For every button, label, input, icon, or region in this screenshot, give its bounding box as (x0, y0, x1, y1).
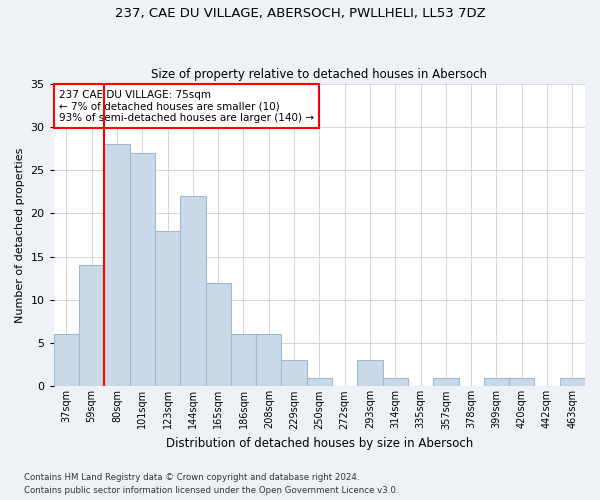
Bar (358, 360, 383, 386)
X-axis label: Distribution of detached houses by size in Abersoch: Distribution of detached houses by size … (166, 437, 473, 450)
Title: Size of property relative to detached houses in Abersoch: Size of property relative to detached ho… (151, 68, 487, 81)
Bar (79, 266, 104, 386)
Bar (231, 334, 256, 386)
Bar (484, 378, 509, 386)
Bar (130, 153, 155, 386)
Bar (180, 196, 206, 386)
Bar (256, 334, 281, 386)
Bar (433, 378, 458, 386)
Bar (307, 378, 332, 386)
Bar (155, 230, 180, 386)
Bar (104, 144, 130, 386)
Bar (54, 334, 79, 386)
Text: 237 CAE DU VILLAGE: 75sqm
← 7% of detached houses are smaller (10)
93% of semi-d: 237 CAE DU VILLAGE: 75sqm ← 7% of detach… (59, 90, 314, 123)
Bar (383, 378, 408, 386)
Bar (509, 378, 535, 386)
Bar (281, 360, 307, 386)
Bar (560, 378, 585, 386)
Y-axis label: Number of detached properties: Number of detached properties (15, 148, 25, 322)
Text: Contains HM Land Registry data © Crown copyright and database right 2024.
Contai: Contains HM Land Registry data © Crown c… (24, 474, 398, 495)
Text: 237, CAE DU VILLAGE, ABERSOCH, PWLLHELI, LL53 7DZ: 237, CAE DU VILLAGE, ABERSOCH, PWLLHELI,… (115, 8, 485, 20)
Bar (206, 282, 231, 387)
